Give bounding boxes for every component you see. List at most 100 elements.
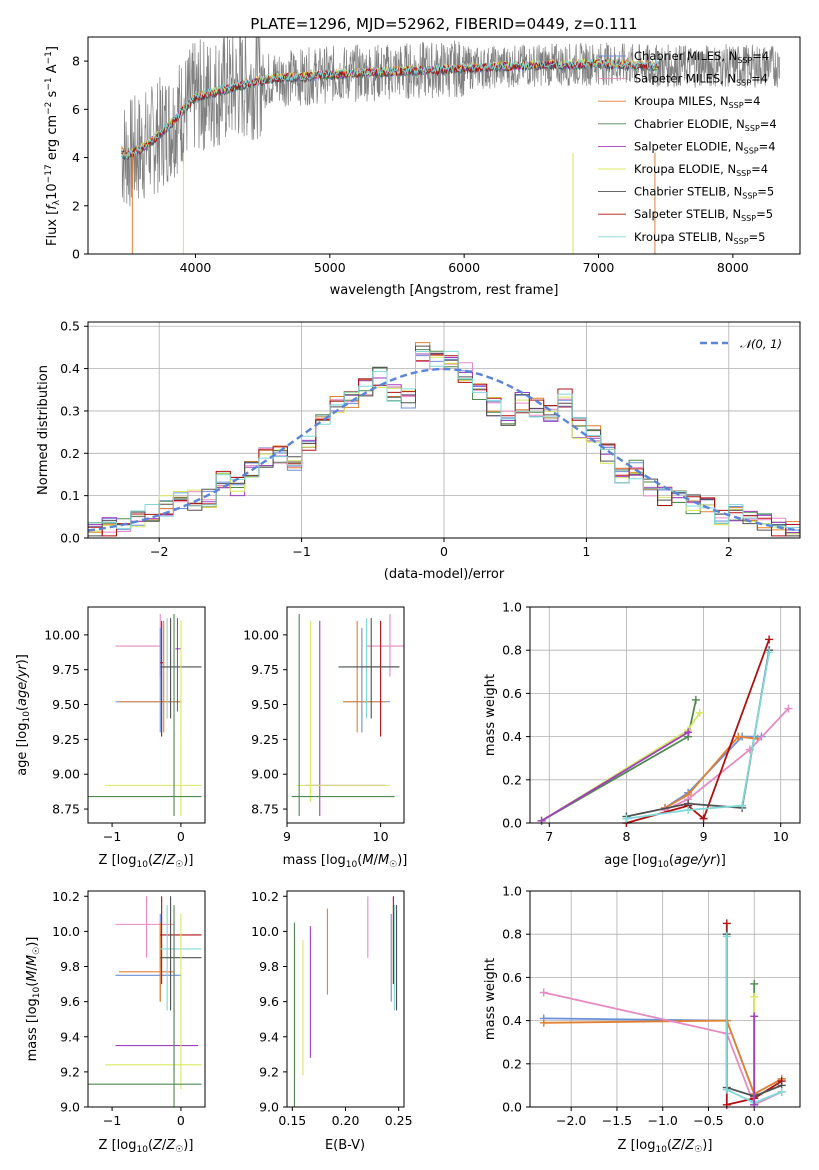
y-tick-label: 9.6 bbox=[259, 994, 279, 1009]
y-tick-label: 10.0 bbox=[251, 924, 279, 939]
age-vs-metallicity-panel: −1 0 8.75 9.00 9.25 9.50 9.75 10.00 bbox=[44, 606, 206, 844]
y-tick-label: 9.75 bbox=[52, 662, 80, 677]
histogram-legend: 𝒩(0, 1) bbox=[700, 337, 782, 351]
spectrum-xlabel: wavelength [Angstrom, rest frame] bbox=[330, 283, 559, 298]
panel-frame bbox=[286, 606, 405, 824]
legend-nssp: =4 bbox=[760, 117, 777, 131]
legend-nssp: =4 bbox=[752, 49, 769, 63]
x-tick-label: 9 bbox=[700, 829, 708, 844]
y-tick-label: 9.75 bbox=[251, 662, 279, 677]
series-line-kroupa_stelib bbox=[725, 936, 783, 1104]
y-tick-label: 10.2 bbox=[251, 889, 279, 904]
spectrum-x-tick-label: 5000 bbox=[314, 260, 346, 275]
x-tick-label: 10 bbox=[373, 829, 389, 844]
legend-nssp: =4 bbox=[751, 162, 768, 176]
histogram-y-tick-label: 0.2 bbox=[60, 446, 80, 461]
panel-frame bbox=[87, 890, 206, 1108]
y-tick-label: 9.50 bbox=[251, 697, 279, 712]
series-line-salpeter_miles bbox=[543, 991, 783, 1107]
spectrum-x-tick-label: 7000 bbox=[583, 260, 615, 275]
normal-distribution-curve bbox=[87, 367, 801, 532]
y-tick-label: 9.50 bbox=[52, 697, 80, 712]
legend-nssp: =4 bbox=[751, 72, 768, 86]
y-tick-label: 10.00 bbox=[44, 627, 80, 642]
spectrum-x-tick-label: 8000 bbox=[717, 260, 749, 275]
histogram-frame bbox=[87, 321, 801, 539]
legend-subscript: SSP bbox=[729, 101, 744, 110]
age-vs-z-ylabel: age [log10(age/yr)] bbox=[15, 654, 32, 776]
legend-imf-lib: Chabrier ELODIE, N bbox=[634, 117, 745, 131]
mass-vs-metallicity-panel: −1 0 9.0 9.2 9.4 9.6 9.8 10.0 10.2 bbox=[52, 889, 206, 1128]
legend-nssp: =4 bbox=[744, 94, 761, 108]
mass-vs-z-xlabel: Z [log10(Z/Z☉)] bbox=[99, 1138, 194, 1155]
panel-frame bbox=[529, 606, 801, 824]
spectrum-legend-label: Kroupa MILES, NSSP=4 bbox=[634, 94, 760, 110]
y-tick-label: 0.4 bbox=[502, 1013, 522, 1028]
legend-subscript: SSP bbox=[736, 169, 751, 178]
spectrum-x-tick-label: 4000 bbox=[180, 260, 212, 275]
y-tick-label: 9.6 bbox=[60, 994, 80, 1009]
x-tick-label: 10 bbox=[773, 829, 789, 844]
panel-frame bbox=[87, 606, 206, 824]
spectrum-legend-label: Salpeter STELIB, NSSP=5 bbox=[634, 207, 773, 223]
spectrum-x-tick-label: 6000 bbox=[448, 260, 480, 275]
y-tick-label: 9.00 bbox=[251, 767, 279, 782]
y-tick-label: 0.0 bbox=[502, 816, 522, 831]
spectrum-panel: PLATE=1296, MJD=52962, FIBERID=0449, z=0… bbox=[44, 15, 801, 298]
histogram-legend-label: 𝒩(0, 1) bbox=[740, 337, 782, 351]
observed-spectrum-line bbox=[121, 37, 781, 207]
x-tick-label: −0.5 bbox=[693, 1113, 723, 1128]
histogram-plot: −2 −1 0 1 2 0.0 0.1 0.2 0.3 0.4 0.5 bbox=[60, 319, 801, 559]
y-tick-label: 0.0 bbox=[502, 1100, 522, 1115]
histogram-xlabel: (data-model)/error bbox=[384, 567, 505, 582]
histogram-x-tick-label: 2 bbox=[725, 544, 733, 559]
spectrum-y-tick-label: 4 bbox=[72, 150, 80, 165]
x-tick-label: 0.0 bbox=[744, 1113, 764, 1128]
y-tick-label: 9.8 bbox=[60, 959, 80, 974]
y-tick-label: 0.6 bbox=[502, 686, 522, 701]
spectrum-y-tick-label: 8 bbox=[72, 54, 80, 69]
panel-frame bbox=[529, 890, 801, 1108]
series-line-salpeter_elodie bbox=[541, 731, 689, 822]
x-tick-label: −1 bbox=[103, 1113, 121, 1128]
spectrum-y-tick-label: 6 bbox=[72, 102, 80, 117]
spectrum-y-tick-label: 2 bbox=[72, 198, 80, 213]
legend-subscript: SSP bbox=[742, 192, 757, 201]
y-tick-label: 9.4 bbox=[60, 1029, 80, 1044]
y-tick-label: 0.6 bbox=[502, 970, 522, 985]
histogram-y-tick-label: 0.1 bbox=[60, 488, 80, 503]
legend-imf-lib: Salpeter MILES, N bbox=[634, 72, 736, 86]
y-tick-label: 0.2 bbox=[502, 772, 522, 787]
histogram-x-tick-label: 1 bbox=[582, 544, 590, 559]
spectrum-legend-label: Salpeter MILES, NSSP=4 bbox=[634, 72, 768, 88]
legend-nssp: =5 bbox=[757, 185, 774, 199]
histogram-y-tick-label: 0.4 bbox=[60, 361, 80, 376]
series-line-salpeter_stelib bbox=[626, 639, 770, 824]
spectrum-legend-label: Chabrier STELIB, NSSP=5 bbox=[634, 185, 774, 201]
y-tick-label: 8.75 bbox=[52, 802, 80, 817]
legend-nssp: =4 bbox=[759, 139, 776, 153]
y-tick-label: 9.00 bbox=[52, 767, 80, 782]
x-tick-label: 7 bbox=[545, 829, 553, 844]
x-tick-label: 0.25 bbox=[385, 1113, 413, 1128]
mass-vs-ebv-xlabel: E(B-V) bbox=[325, 1138, 365, 1153]
legend-subscript: SSP bbox=[745, 124, 760, 133]
panel-frame bbox=[286, 890, 405, 1108]
y-tick-label: 9.25 bbox=[52, 732, 80, 747]
legend-imf-lib: Kroupa STELIB, N bbox=[634, 230, 734, 244]
histogram-ylabel: Normed distribution bbox=[36, 365, 51, 495]
age-vs-z-xlabel: Z [log10(Z/Z☉)] bbox=[99, 853, 194, 870]
x-tick-label: 0 bbox=[177, 829, 185, 844]
legend-subscript: SSP bbox=[741, 214, 756, 223]
y-tick-label: 0.4 bbox=[502, 729, 522, 744]
x-tick-label: 9 bbox=[283, 829, 291, 844]
mw-vs-z-xlabel: Z [log10(Z/Z☉)] bbox=[618, 1138, 713, 1155]
spectrum-ylabel: Flux [fλ10−17 erg cm−2 s−1 A−1] bbox=[44, 46, 62, 246]
series-line-kroupa_stelib bbox=[626, 652, 770, 820]
histogram-x-tick-label: −1 bbox=[292, 544, 310, 559]
y-tick-label: 10.2 bbox=[52, 889, 80, 904]
spectrum-lines bbox=[121, 37, 781, 254]
y-tick-label: 10.00 bbox=[243, 627, 279, 642]
age-vs-mass-xlabel: mass [log10(M/M☉)] bbox=[283, 853, 408, 870]
x-tick-label: 0.15 bbox=[278, 1113, 306, 1128]
